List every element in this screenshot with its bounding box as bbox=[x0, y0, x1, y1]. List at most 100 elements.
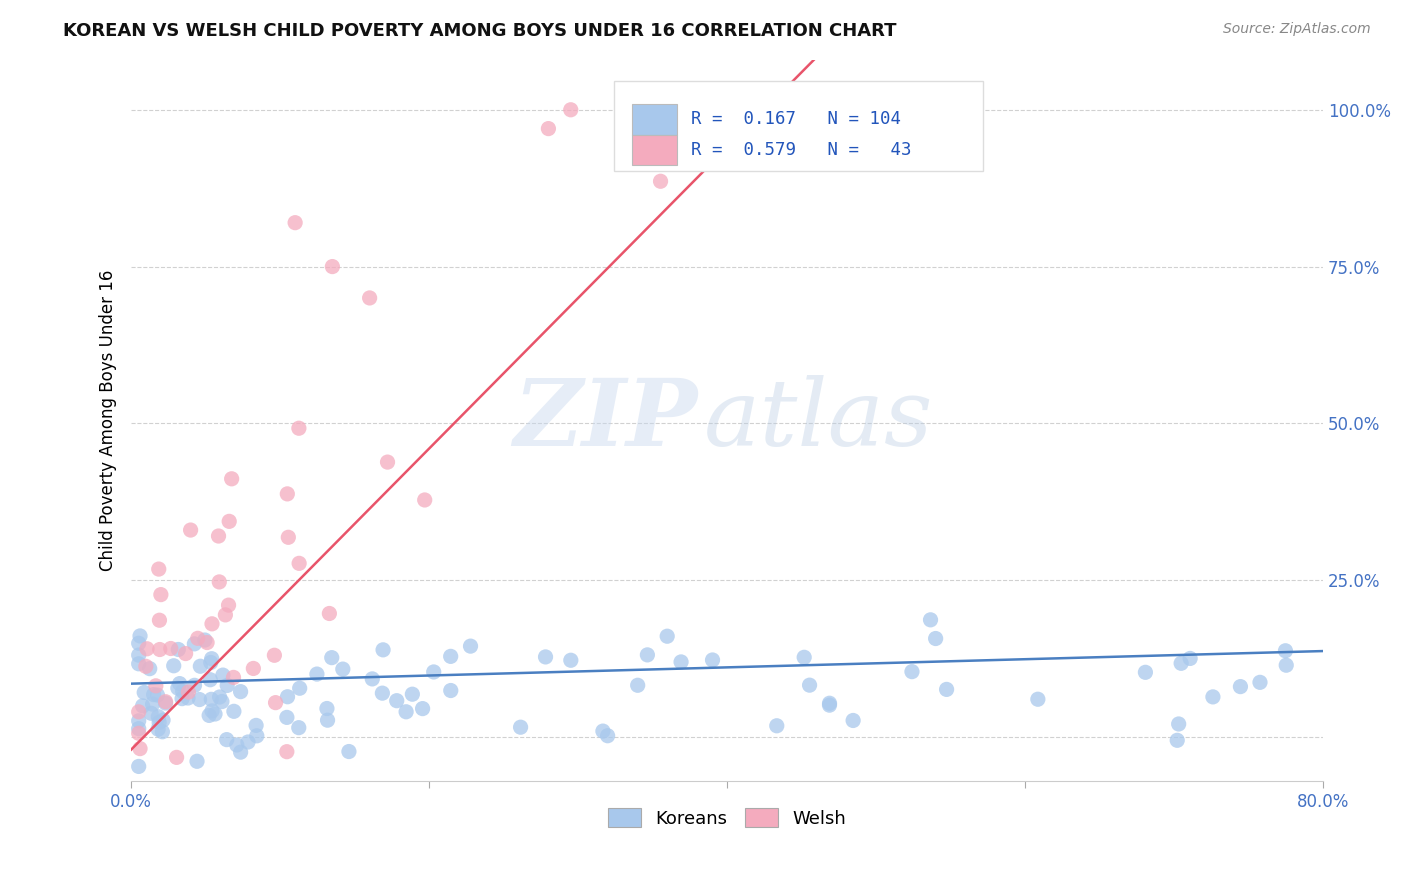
Point bbox=[128, 714, 150, 728]
Point bbox=[148, 562, 170, 576]
Point bbox=[198, 708, 221, 723]
Point bbox=[277, 530, 299, 544]
Point bbox=[212, 668, 235, 682]
Point bbox=[136, 641, 159, 656]
Point bbox=[166, 750, 188, 764]
Point bbox=[377, 455, 399, 469]
Point bbox=[146, 688, 169, 702]
Point bbox=[172, 684, 194, 698]
Point bbox=[169, 676, 191, 690]
Point bbox=[149, 642, 172, 657]
Point bbox=[142, 697, 165, 711]
Point bbox=[1274, 644, 1296, 658]
Point bbox=[321, 260, 343, 274]
Point bbox=[128, 722, 150, 736]
Point bbox=[225, 738, 247, 752]
Point bbox=[195, 635, 218, 649]
Point bbox=[215, 732, 238, 747]
Point bbox=[264, 696, 287, 710]
Point bbox=[180, 523, 202, 537]
Point bbox=[148, 715, 170, 730]
Point bbox=[188, 692, 211, 706]
Point bbox=[149, 588, 172, 602]
Point bbox=[560, 103, 582, 117]
Point bbox=[395, 705, 418, 719]
Point bbox=[288, 681, 311, 696]
Point bbox=[246, 729, 269, 743]
Point bbox=[935, 682, 957, 697]
Point bbox=[422, 665, 444, 679]
Point bbox=[138, 662, 160, 676]
Point bbox=[167, 642, 190, 657]
Point bbox=[188, 659, 211, 673]
Point bbox=[201, 616, 224, 631]
Text: KOREAN VS WELSH CHILD POVERTY AMONG BOYS UNDER 16 CORRELATION CHART: KOREAN VS WELSH CHILD POVERTY AMONG BOYS… bbox=[63, 22, 897, 40]
Point bbox=[211, 695, 233, 709]
Point bbox=[305, 667, 328, 681]
Point bbox=[229, 745, 252, 759]
Text: Source: ZipAtlas.com: Source: ZipAtlas.com bbox=[1223, 22, 1371, 37]
Point bbox=[440, 683, 463, 698]
Point bbox=[276, 690, 298, 704]
Point bbox=[128, 705, 150, 719]
Point bbox=[276, 487, 298, 501]
Point bbox=[1275, 658, 1298, 673]
Point bbox=[174, 647, 197, 661]
Point bbox=[321, 650, 343, 665]
Point bbox=[460, 639, 482, 653]
Text: atlas: atlas bbox=[703, 376, 932, 466]
Point bbox=[1249, 675, 1271, 690]
Point bbox=[135, 659, 157, 673]
Point bbox=[245, 718, 267, 732]
Point bbox=[128, 636, 150, 650]
Point bbox=[204, 706, 226, 721]
Point bbox=[385, 694, 408, 708]
Point bbox=[1135, 665, 1157, 680]
Point bbox=[148, 710, 170, 724]
Point bbox=[148, 613, 170, 627]
Point bbox=[359, 291, 381, 305]
Point bbox=[170, 691, 193, 706]
Point bbox=[765, 719, 787, 733]
FancyBboxPatch shape bbox=[631, 135, 678, 165]
Point bbox=[217, 678, 239, 692]
Point bbox=[263, 648, 285, 663]
Point bbox=[128, 726, 150, 740]
Point bbox=[139, 706, 162, 721]
Point bbox=[150, 724, 173, 739]
Point bbox=[288, 557, 311, 571]
Point bbox=[636, 648, 658, 662]
Point bbox=[316, 713, 339, 727]
Point bbox=[177, 685, 200, 699]
Point bbox=[1202, 690, 1225, 704]
Point bbox=[1167, 717, 1189, 731]
Point bbox=[218, 598, 240, 612]
Text: R =  0.167   N = 104: R = 0.167 N = 104 bbox=[692, 111, 901, 128]
FancyBboxPatch shape bbox=[631, 104, 678, 135]
Point bbox=[186, 754, 208, 768]
Point bbox=[218, 514, 240, 528]
Point bbox=[242, 661, 264, 675]
Point bbox=[920, 613, 942, 627]
Point bbox=[799, 678, 821, 692]
Point bbox=[924, 632, 946, 646]
Point bbox=[128, 759, 150, 773]
Text: ZIP: ZIP bbox=[513, 376, 697, 466]
Point bbox=[627, 678, 650, 692]
Point bbox=[534, 649, 557, 664]
Point bbox=[166, 681, 188, 695]
Point bbox=[1166, 733, 1188, 747]
Point bbox=[287, 721, 309, 735]
Point bbox=[183, 637, 205, 651]
Point bbox=[669, 655, 692, 669]
Point bbox=[177, 691, 200, 706]
Point bbox=[207, 529, 229, 543]
Point bbox=[793, 650, 815, 665]
Legend: Koreans, Welsh: Koreans, Welsh bbox=[602, 801, 853, 835]
Point bbox=[145, 679, 167, 693]
Point bbox=[1229, 680, 1251, 694]
Point bbox=[201, 704, 224, 718]
Point bbox=[142, 688, 165, 702]
Point bbox=[413, 493, 436, 508]
Point bbox=[155, 696, 177, 710]
